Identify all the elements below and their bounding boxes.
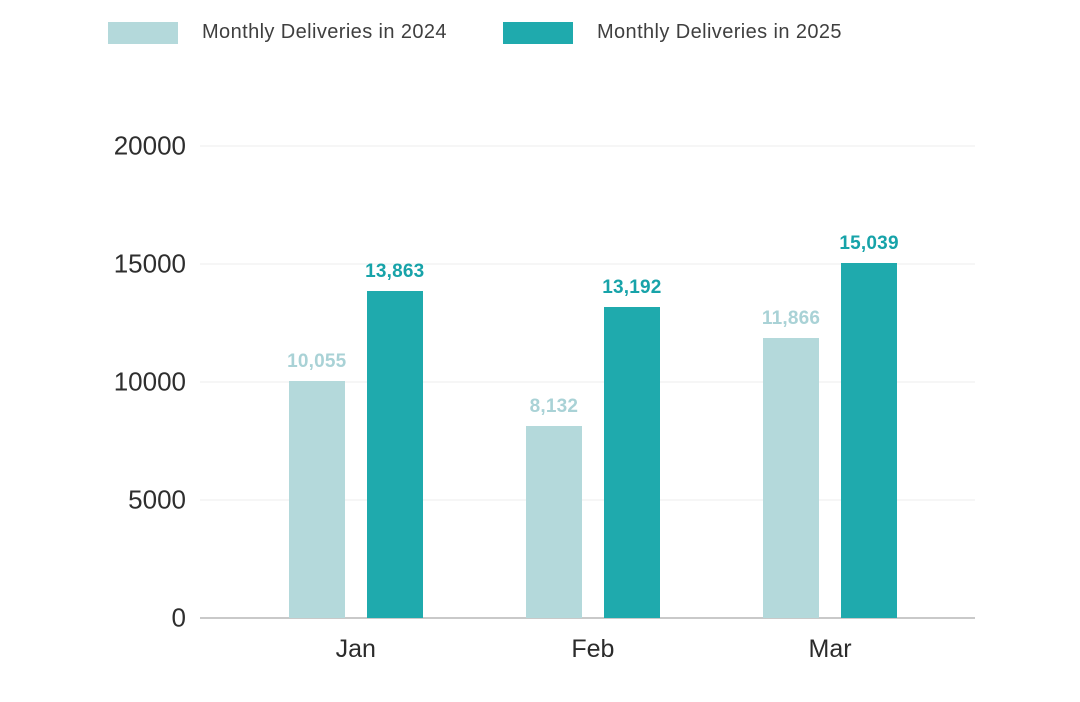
bar-group-feb: 8,132 13,192	[525, 146, 661, 618]
y-tick-label: 20000	[113, 130, 186, 161]
plot-area: 0 5000 10000 15000 20000 10,055 13,863 Jan 8,132…	[114, 131, 975, 663]
legend-label-2025: Monthly Deliveries in 2025	[596, 21, 842, 43]
bar-jan-2024: 10,055	[287, 351, 346, 618]
legend-swatch-2025	[502, 21, 573, 44]
bar-mar-2024: 11,866	[762, 308, 820, 618]
legend-item-2024: Monthly Deliveries in 2024	[108, 21, 447, 44]
gridline	[200, 499, 975, 501]
bar-feb-2025: 13,192	[602, 277, 661, 618]
bar-mar-2025: 15,039	[839, 233, 899, 618]
y-tick-label: 10000	[113, 366, 186, 397]
x-tick-label-feb: Feb	[571, 635, 615, 663]
x-tick-label-jan: Jan	[335, 635, 376, 663]
y-tick-label: 15000	[113, 248, 186, 279]
bar-group-mar: 11,866 15,039	[762, 146, 899, 618]
value-label-mar-2024: 11,866	[761, 307, 821, 329]
legend-swatch-2024	[108, 21, 178, 44]
legend-item-2025: Monthly Deliveries in 2025	[502, 21, 842, 44]
gridline	[200, 145, 975, 147]
value-label-feb-2025: 13,192	[602, 276, 662, 298]
value-label-feb-2024: 8,132	[529, 396, 579, 418]
bar-feb-2024: 8,132	[525, 396, 582, 618]
y-tick-label: 0	[171, 602, 186, 633]
legend-label-2024: Monthly Deliveries in 2024	[202, 21, 447, 43]
value-label-mar-2025: 15,039	[839, 233, 899, 255]
gridline	[200, 381, 975, 383]
bar-jan-2025: 13,863	[365, 261, 424, 618]
value-label-jan-2025: 13,863	[365, 260, 425, 282]
x-tick-label-mar: Mar	[808, 635, 852, 663]
value-label-jan-2024: 10,055	[287, 350, 347, 372]
gridline	[200, 263, 975, 265]
bar-group-jan: 10,055 13,863	[287, 146, 424, 618]
x-axis-line	[200, 617, 975, 619]
chart-legend: Monthly Deliveries in 2024 Monthly Deliv…	[108, 21, 842, 44]
y-tick-label: 5000	[128, 484, 186, 515]
